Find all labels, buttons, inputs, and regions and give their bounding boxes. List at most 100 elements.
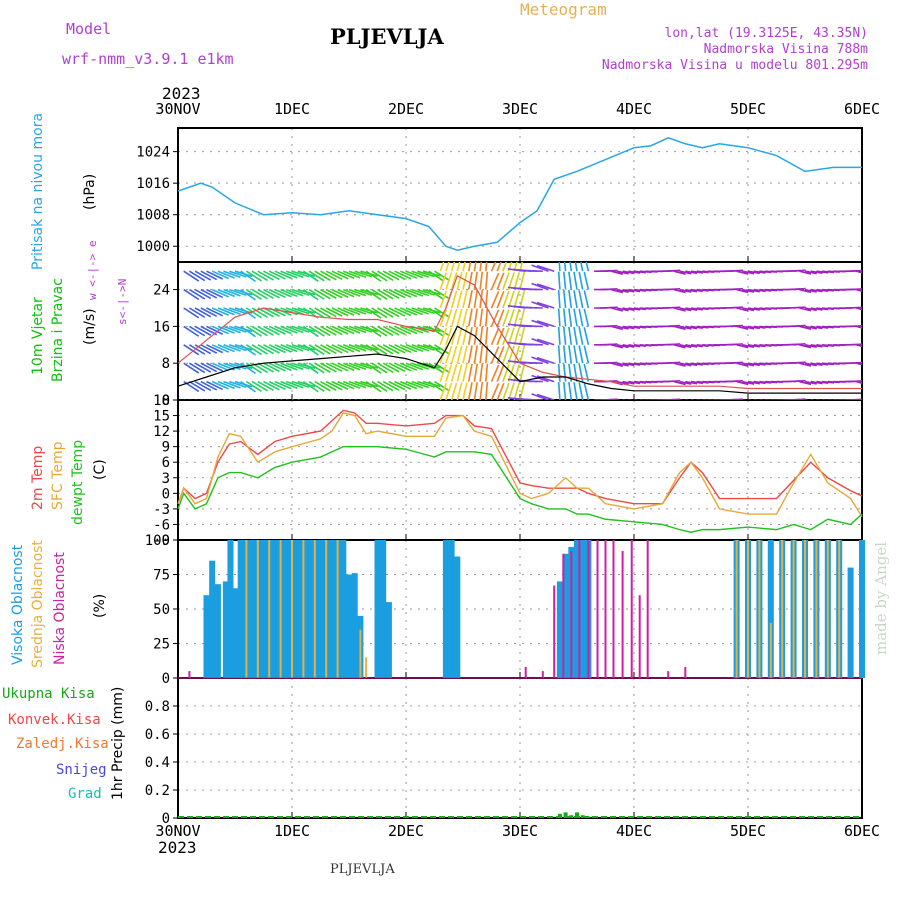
wind-barb — [302, 325, 319, 338]
wind-barb — [217, 270, 235, 279]
wind-barb — [583, 308, 590, 327]
wind-barb — [861, 381, 862, 383]
wind-barb — [580, 262, 584, 272]
wind-barb — [856, 325, 862, 329]
wind-barb — [562, 290, 567, 309]
wind-barb — [622, 307, 635, 312]
wind-barb — [302, 288, 319, 301]
wind-barb — [804, 325, 817, 330]
wind-barb — [371, 270, 388, 282]
wind-barb — [195, 399, 197, 400]
wind-barb — [388, 288, 406, 299]
wind-barb — [325, 307, 343, 317]
wind-barb — [274, 270, 292, 280]
wind-barb — [507, 382, 515, 400]
wind-barb — [524, 306, 543, 309]
wind-barb — [467, 382, 473, 400]
wind-barb — [616, 270, 629, 275]
wind-barb — [450, 345, 458, 364]
wind-barb — [274, 362, 292, 372]
wind-barb — [462, 262, 466, 272]
wind-barb — [405, 380, 424, 389]
wind-barb — [450, 364, 458, 382]
wind-barb — [428, 399, 431, 400]
wind-barb — [485, 363, 489, 382]
wind-barb — [308, 325, 325, 337]
wind-barb — [502, 290, 510, 309]
wind-barb — [428, 344, 445, 356]
wind-barb — [354, 380, 373, 388]
model-label: Model — [66, 20, 112, 38]
wind-barb — [531, 356, 549, 364]
wind-barb — [456, 363, 463, 382]
wind-barb — [490, 291, 500, 309]
wind-barb — [291, 307, 310, 315]
wind-barb — [519, 363, 526, 382]
cloud-mid-bar — [804, 540, 806, 678]
wind-barb — [343, 325, 361, 334]
wind-barb — [578, 326, 584, 345]
wind-barb — [211, 270, 229, 280]
cloud-mid-bar — [747, 540, 749, 678]
wind-barb — [382, 307, 400, 318]
wind-barb — [388, 344, 406, 354]
wind-barb — [753, 270, 766, 274]
wind-barb — [856, 270, 862, 274]
wind-barb — [856, 362, 862, 366]
wind-barb — [742, 288, 755, 293]
cloud-high-bar — [847, 567, 854, 678]
wind-barb — [314, 380, 331, 392]
cloud-low-bar — [684, 666, 687, 678]
wind-barb — [240, 399, 243, 400]
wind-barb — [382, 362, 400, 373]
y-tick-label: 0 — [162, 671, 170, 687]
wind-barb — [742, 380, 755, 385]
wind-barb — [371, 362, 388, 374]
wind-barb — [628, 270, 641, 274]
year-top: 2023 — [162, 84, 201, 103]
wind-barb — [206, 362, 224, 372]
wind-barb — [439, 290, 448, 309]
wind-speed-line — [177, 325, 862, 394]
wind-barb — [490, 327, 500, 346]
cloud-high-bar — [859, 540, 865, 678]
wind-barb — [291, 362, 310, 370]
wind-barb — [574, 262, 578, 272]
legend-ukupna-kisa: Ukupna Kisa — [2, 686, 95, 702]
wind-barb — [229, 380, 247, 389]
wind-barb — [685, 270, 698, 275]
x-tick-label-top: 2DEC — [388, 100, 424, 118]
wind-barb — [531, 393, 549, 400]
wind-barb — [568, 326, 573, 345]
y-tick-label: 50 — [153, 602, 170, 618]
wind-barb — [411, 344, 429, 352]
wind-barb — [268, 344, 286, 354]
wind-barb — [462, 271, 468, 290]
wind-barb — [366, 399, 368, 400]
wind-barb — [331, 344, 349, 354]
y-tick-label: 1024 — [136, 145, 170, 161]
cloud-low-bar — [562, 553, 565, 678]
wind-barb — [804, 307, 817, 312]
model-value: wrf-nmm_v3.9.1 e1km — [62, 50, 234, 68]
wind-barb — [428, 270, 445, 282]
wind-barb — [194, 380, 212, 392]
wind-barb — [354, 362, 373, 370]
y-tick-label: 12 — [153, 424, 170, 440]
wind-barb — [434, 288, 451, 300]
legend-snijeg: Snijeg — [56, 762, 107, 778]
y-tick-label: 0 — [162, 811, 170, 827]
wind-barb — [183, 325, 200, 337]
wind-barb — [524, 269, 543, 272]
wind-barb — [223, 362, 241, 371]
wind-barb — [519, 262, 524, 272]
wind-barb — [337, 362, 355, 372]
cloud-high-bar — [203, 595, 210, 678]
y-tick-label: 8 — [162, 356, 170, 372]
wind-barb — [563, 262, 567, 272]
y-tick-label: 0.2 — [145, 783, 170, 799]
wind-barb — [377, 399, 380, 400]
wind-barb — [804, 362, 817, 367]
x-tick-label-bottom: 6DEC — [844, 822, 880, 840]
wind-barb — [690, 288, 703, 293]
